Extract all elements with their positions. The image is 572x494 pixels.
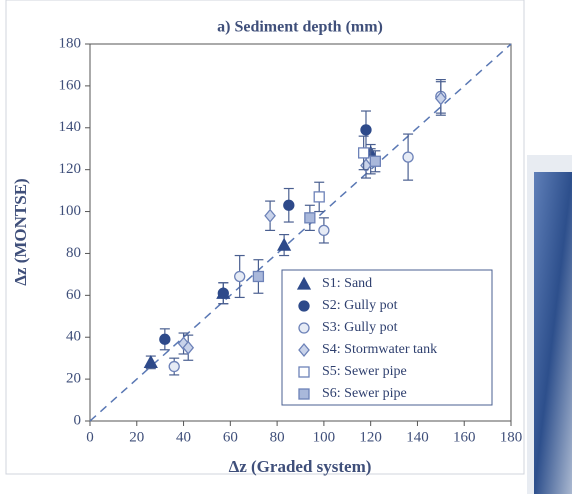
y-tick-label: 60 bbox=[66, 287, 81, 303]
y-tick-label: 0 bbox=[74, 412, 82, 428]
y-tick-label: 80 bbox=[66, 245, 81, 261]
x-tick-label: 180 bbox=[500, 429, 523, 445]
point bbox=[283, 199, 295, 211]
x-tick-label: 20 bbox=[129, 429, 144, 445]
point bbox=[357, 147, 370, 159]
point bbox=[318, 224, 330, 237]
legend-label: S1: Sand bbox=[322, 276, 372, 291]
x-axis-label: Δz (Graded system) bbox=[229, 457, 372, 476]
point bbox=[252, 270, 265, 283]
x-tick-label: 0 bbox=[86, 429, 94, 445]
y-tick-label: 20 bbox=[66, 371, 81, 387]
y-tick-label: 120 bbox=[59, 161, 82, 177]
point bbox=[360, 124, 372, 136]
identity-line bbox=[89, 43, 512, 422]
legend-label: S2: Gully pot bbox=[322, 298, 398, 313]
point bbox=[304, 212, 316, 224]
plot-frame bbox=[89, 43, 512, 422]
point bbox=[159, 333, 171, 345]
legend-marker bbox=[298, 322, 310, 334]
point bbox=[402, 151, 414, 163]
point bbox=[277, 237, 292, 251]
legend-box bbox=[281, 269, 493, 406]
legend-marker bbox=[298, 342, 310, 358]
legend-label: S6: Sewer pipe bbox=[322, 386, 407, 401]
point bbox=[168, 360, 180, 373]
legend-label: S4: Stormwater tank bbox=[322, 342, 437, 357]
y-tick-label: 180 bbox=[59, 35, 82, 51]
legend-marker bbox=[296, 276, 312, 290]
y-axis-label: Δz (MONTSE) bbox=[11, 178, 30, 285]
y-tick-label: 100 bbox=[59, 203, 82, 219]
legend-marker bbox=[298, 388, 310, 400]
y-tick-label: 40 bbox=[66, 329, 81, 345]
point bbox=[369, 155, 381, 167]
x-tick-label: 160 bbox=[453, 429, 476, 445]
point bbox=[313, 191, 325, 203]
point bbox=[234, 270, 246, 283]
x-tick-label: 80 bbox=[270, 429, 285, 445]
y-tick-label: 140 bbox=[59, 119, 82, 135]
legend-marker bbox=[298, 300, 310, 312]
x-tick-label: 140 bbox=[406, 429, 429, 445]
x-tick-label: 120 bbox=[359, 429, 382, 445]
x-tick-label: 100 bbox=[313, 429, 336, 445]
legend-label: S5: Sewer pipe bbox=[322, 364, 407, 379]
x-tick-label: 60 bbox=[223, 429, 238, 445]
point bbox=[264, 208, 276, 223]
x-tick-label: 40 bbox=[176, 429, 191, 445]
point bbox=[143, 354, 158, 369]
point bbox=[217, 287, 229, 299]
chart-title: a) Sediment depth (mm) bbox=[217, 19, 383, 36]
y-tick-label: 160 bbox=[59, 77, 82, 93]
legend-label: S3: Gully pot bbox=[322, 320, 398, 335]
point bbox=[182, 340, 195, 355]
legend-marker bbox=[298, 366, 310, 378]
photo bbox=[534, 172, 572, 494]
point bbox=[434, 91, 447, 106]
